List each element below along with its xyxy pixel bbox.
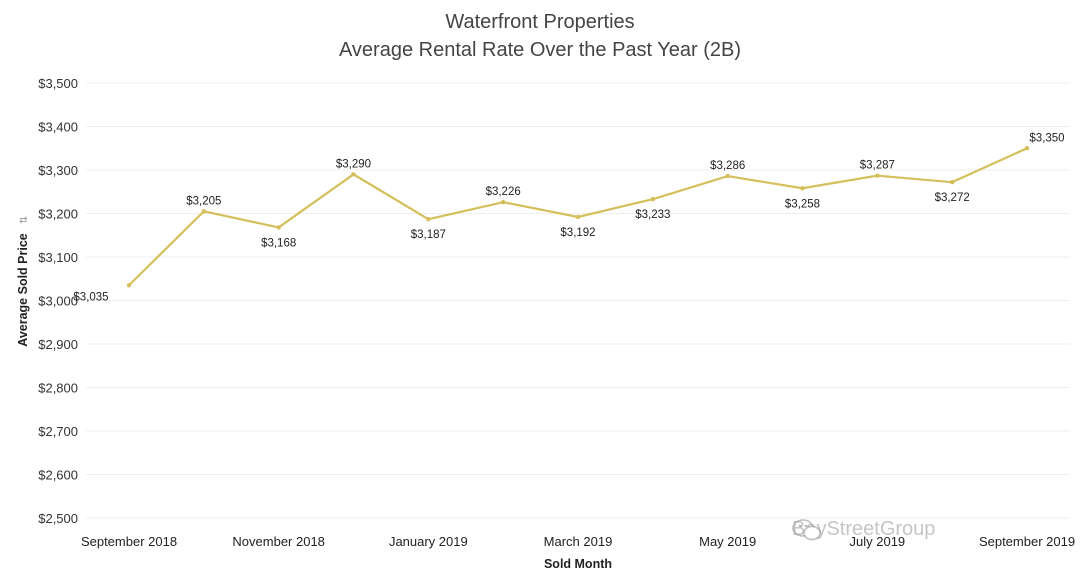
y-tick-label: $3,200 — [38, 207, 78, 222]
data-point[interactable] — [1024, 146, 1030, 151]
sort-icon[interactable]: ⇅ — [19, 216, 30, 224]
x-tick-label: March 2019 — [544, 534, 613, 549]
data-point[interactable] — [650, 196, 656, 202]
data-label: $3,226 — [486, 186, 521, 198]
chart-title: Waterfront Properties — [445, 11, 635, 33]
data-label: $3,290 — [336, 158, 371, 170]
y-tick-label: $2,700 — [38, 424, 78, 439]
y-tick-label: $2,800 — [38, 381, 78, 396]
y-tick-label: $2,600 — [38, 468, 78, 483]
y-axis-label-group[interactable]: Average Sold Price ⇅ — [16, 216, 30, 347]
data-point[interactable] — [800, 186, 805, 191]
data-label: $3,233 — [635, 209, 670, 221]
chart-subtitle: Average Rental Rate Over the Past Year (… — [338, 39, 742, 61]
gridlines — [86, 82, 1070, 519]
data-point[interactable] — [426, 216, 431, 222]
data-label: $3,035 — [73, 291, 108, 303]
data-label: $3,205 — [186, 195, 221, 207]
data-labels: $3,035 $3,205 $3,168 $3,290 $3,187 $3,226 $3,1… — [73, 132, 1064, 303]
wechat-icon — [792, 519, 821, 541]
y-axis-ticks: $2,500 $2,600 $2,700 $2,800 $2,900 $3,000 $3,1… — [38, 76, 78, 526]
data-point[interactable] — [575, 214, 581, 220]
y-axis-label: Average Sold Price — [16, 233, 30, 347]
data-point[interactable] — [875, 173, 880, 178]
y-tick-label: $3,400 — [38, 120, 78, 135]
x-axis-label: Sold Month — [544, 557, 612, 571]
data-point[interactable] — [500, 199, 506, 205]
y-tick-label: $3,500 — [38, 76, 78, 91]
x-tick-label: July 2019 — [850, 534, 906, 549]
x-tick-label: May 2019 — [699, 534, 756, 549]
x-tick-label: September 2019 — [979, 534, 1075, 549]
watermark-text: BayStreetGroup — [792, 518, 936, 540]
data-label: $3,187 — [411, 229, 446, 241]
data-label: $3,272 — [935, 192, 970, 204]
data-points — [126, 146, 1030, 288]
data-point[interactable] — [126, 283, 132, 288]
data-label: $3,192 — [560, 227, 595, 239]
x-tick-label: January 2019 — [389, 534, 468, 549]
data-point[interactable] — [949, 179, 955, 185]
x-tick-label: September 2018 — [81, 534, 177, 549]
data-point[interactable] — [201, 209, 207, 214]
data-point[interactable] — [725, 173, 730, 179]
y-tick-label: $3,000 — [38, 294, 78, 309]
x-axis-ticks: September 2018 November 2018 January 2019 M… — [81, 534, 1075, 549]
y-tick-label: $2,500 — [38, 511, 78, 526]
watermark: BayStreetGroup — [792, 518, 935, 541]
data-label: $3,286 — [710, 160, 745, 172]
y-tick-label: $3,300 — [38, 163, 78, 178]
data-point[interactable] — [351, 172, 356, 177]
data-point[interactable] — [276, 225, 281, 230]
x-tick-label: November 2018 — [232, 534, 325, 549]
data-label: $3,350 — [1029, 132, 1064, 144]
y-tick-label: $2,900 — [38, 337, 78, 352]
y-tick-label: $3,100 — [38, 250, 78, 265]
data-label: $3,258 — [785, 198, 820, 210]
data-label: $3,287 — [860, 160, 895, 172]
data-label: $3,168 — [261, 237, 296, 249]
